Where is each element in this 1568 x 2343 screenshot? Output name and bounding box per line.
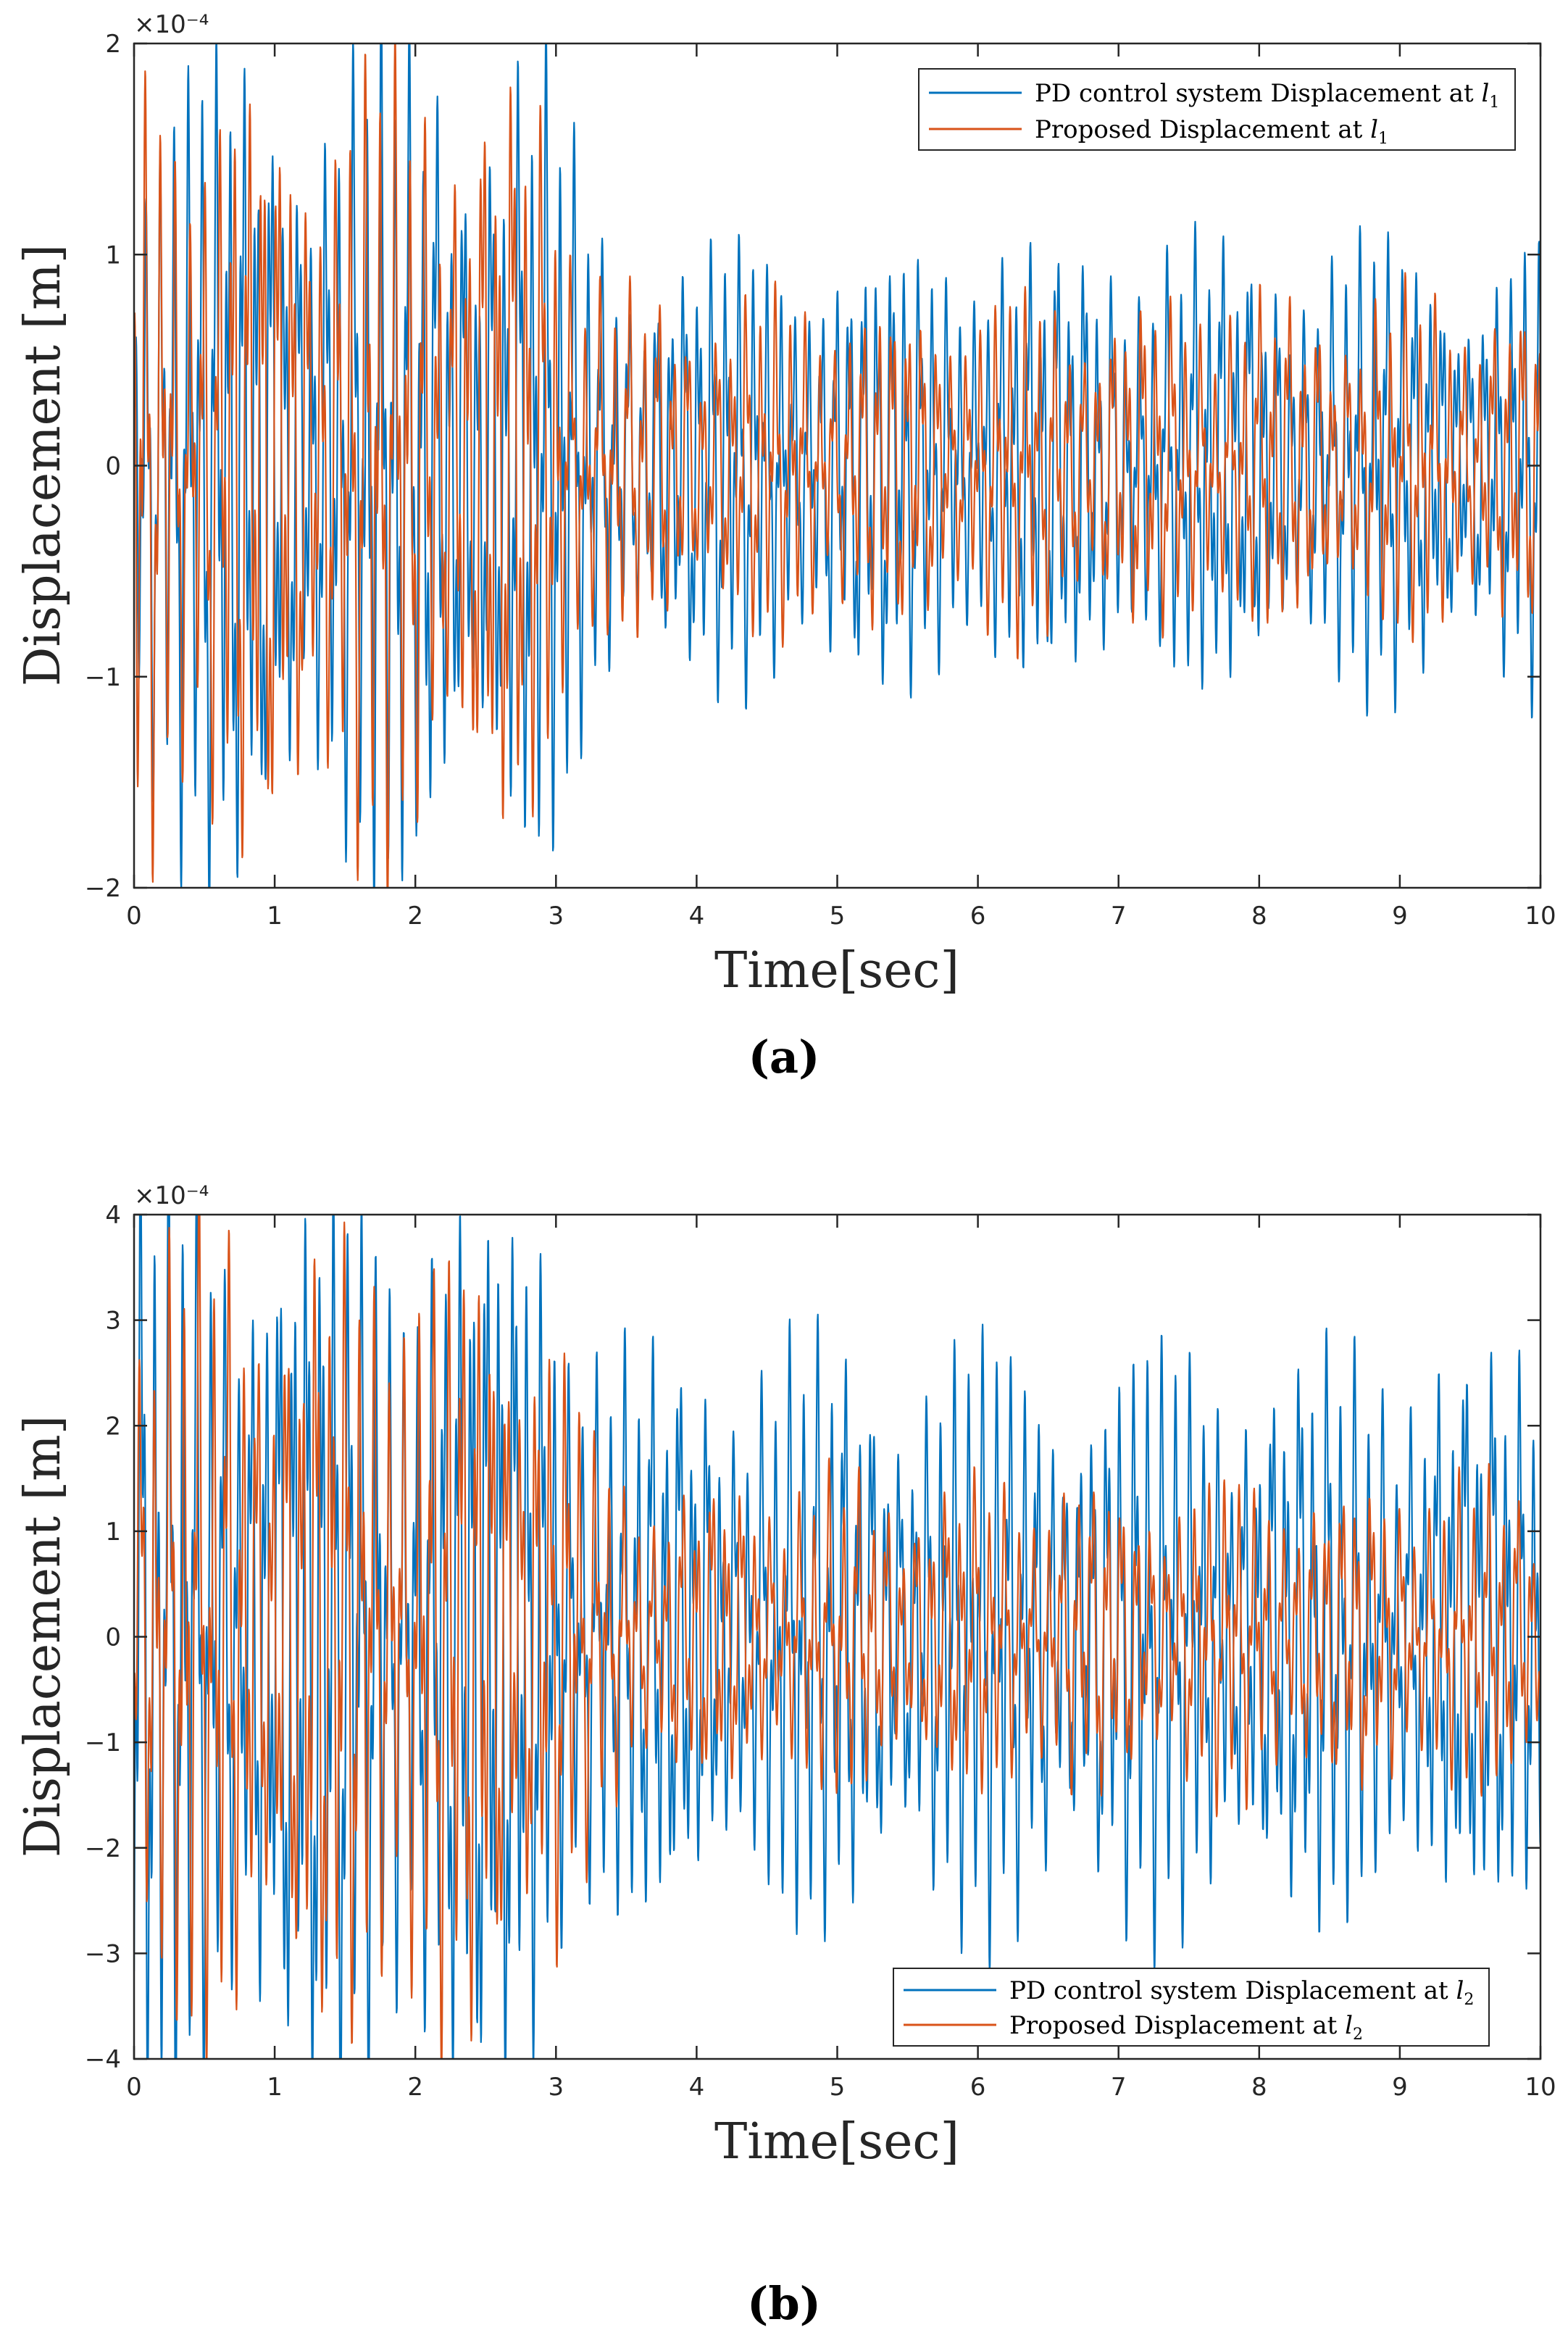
legend-b: PD control system Displacement at l2 Pro… [893, 1968, 1490, 2047]
x-tick-label-b: 4 [689, 2073, 705, 2102]
y-tick-label-b: 4 [105, 1201, 121, 1230]
x-tick-label-a: 6 [970, 902, 986, 931]
y-exponent-a: ×10⁻⁴ [134, 10, 209, 39]
legend-entry-proposed-b: Proposed Displacement at l2 [1009, 2011, 1363, 2044]
x-tick-label-b: 1 [267, 2073, 283, 2102]
x-tick-label-b: 8 [1251, 2073, 1267, 2102]
y-tick-label-a: 2 [105, 30, 121, 59]
x-tick-label-a: 2 [407, 902, 423, 931]
x-tick-label-a: 9 [1392, 902, 1408, 931]
x-tick-label-b: 5 [830, 2073, 846, 2102]
y-axis-label-b: Displacement [m] [14, 1415, 72, 1857]
y-tick-label-b: −1 [85, 1728, 121, 1757]
y-tick-label-a: −1 [85, 663, 121, 692]
panel-label-b: (b) [747, 2277, 821, 2330]
panel-label-a: (a) [748, 1031, 820, 1083]
x-tick-label-b: 7 [1111, 2073, 1127, 2102]
x-axis-label-b: Time[sec] [714, 2113, 959, 2171]
x-tick-label-a: 5 [830, 902, 846, 931]
panel-a: 0 1 2 3 4 5 6 7 8 9 10 −2 −1 0 1 2 ×10⁻⁴ Time[sec] Disp… [14, 10, 1556, 1083]
legend-box-b [893, 1968, 1490, 2047]
y-axis-label-a: Displacement [m] [14, 244, 72, 686]
x-axis-label-a: Time[sec] [714, 942, 959, 999]
x-tick-label-a: 8 [1251, 902, 1267, 931]
y-tick-label-a: −2 [85, 874, 121, 903]
x-tick-label-b: 3 [548, 2073, 564, 2102]
legend-entry-pd-a: PD control system Displacement at l1 [1035, 79, 1499, 112]
y-tick-label-a: 1 [105, 241, 121, 270]
x-tick-label-b: 10 [1525, 2073, 1556, 2102]
series-line-proposed-a [134, 43, 1540, 888]
legend-entry-pd-b: PD control system Displacement at l2 [1009, 1976, 1474, 2009]
x-tick-label-b: 9 [1392, 2073, 1408, 2102]
x-tick-label-b: 6 [970, 2073, 986, 2102]
y-tick-label-b: −4 [85, 2045, 121, 2074]
x-tick-label-b: 0 [126, 2073, 142, 2102]
x-tick-label-a: 3 [548, 902, 564, 931]
y-tick-label-b: 1 [105, 1518, 121, 1547]
y-tick-label-b: 2 [105, 1412, 121, 1441]
x-tick-label-b: 2 [407, 2073, 423, 2102]
y-tick-label-b: −3 [85, 1939, 121, 1968]
series-line-proposed-b [134, 1215, 1540, 2059]
y-exponent-b: ×10⁻⁴ [134, 1181, 209, 1210]
y-tick-label-b: −2 [85, 1834, 121, 1863]
legend-entry-proposed-a: Proposed Displacement at l1 [1035, 115, 1388, 148]
panel-b: 0 1 2 3 4 5 6 7 8 9 10 −4 −3 −2 −1 0 1 2 3 4 ×10⁻⁴ Time[sec… [14, 1181, 1556, 2330]
legend-a: PD control system Displacement at l1 Pro… [918, 68, 1516, 151]
x-tick-label-a: 0 [126, 902, 142, 931]
x-tick-label-a: 4 [689, 902, 705, 931]
y-tick-label-b: 3 [105, 1307, 121, 1336]
legend-box-a [918, 68, 1516, 151]
y-tick-label-a: 0 [105, 452, 121, 481]
x-tick-label-a: 10 [1525, 902, 1556, 931]
x-tick-label-a: 7 [1111, 902, 1127, 931]
x-tick-label-a: 1 [267, 902, 283, 931]
y-tick-label-b: 0 [105, 1623, 121, 1652]
